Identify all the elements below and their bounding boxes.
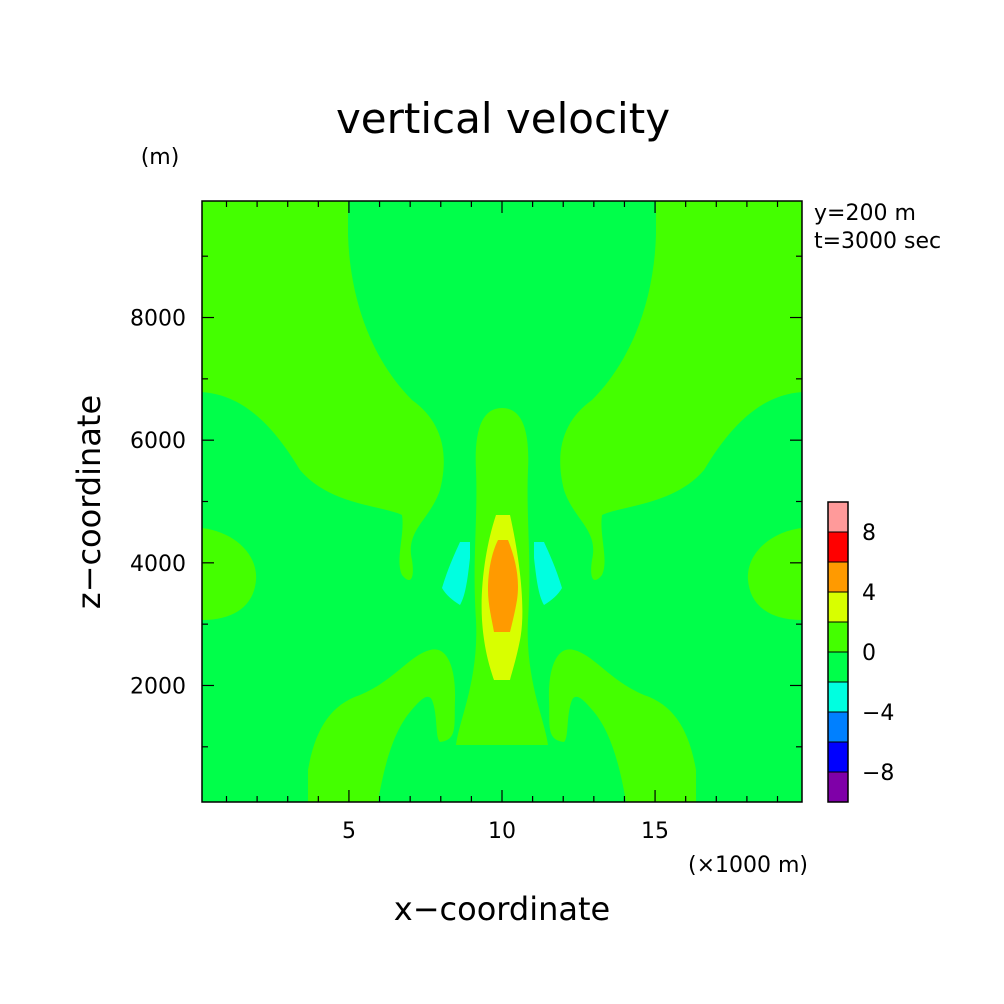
colorbar-tick-label: −4 (862, 701, 894, 726)
info-line-t: t=3000 sec (814, 229, 941, 254)
y-tick-label: 4000 (130, 552, 186, 577)
contour-field (202, 201, 802, 802)
y-tick-label: 2000 (130, 674, 186, 699)
lower-left-plume (308, 649, 456, 802)
upper-right-plume (560, 201, 802, 580)
colorbar-band (827, 711, 849, 743)
colorbar-band (827, 501, 849, 533)
y-tick-label: 8000 (130, 307, 186, 332)
left-edge-lobe (202, 528, 257, 620)
x-unit-label: (×1000 m) (688, 853, 808, 878)
colorbar-tick-label: 4 (862, 581, 876, 606)
x-tick-label: 5 (342, 819, 356, 844)
y-tick-labels: 2000 4000 6000 8000 (130, 307, 186, 700)
colorbar-frame (827, 501, 849, 803)
y-unit-label: (m) (141, 145, 180, 170)
y-tick-label: 6000 (130, 429, 186, 454)
x-tick-labels: 5 10 15 (342, 819, 669, 844)
colorbar-tick-label: 8 (862, 521, 876, 546)
x-tick-label: 10 (488, 819, 516, 844)
colorbar-band (827, 531, 849, 563)
downdraft-right (534, 542, 562, 605)
colorbar-band (827, 561, 849, 593)
colorbar-band (827, 741, 849, 773)
colorbar (827, 501, 849, 803)
y-axis-label: z−coordinate (70, 395, 108, 609)
downdraft-left (442, 542, 470, 605)
bottom-center-notch (474, 746, 530, 802)
colorbar-band (827, 621, 849, 653)
updraft-core (488, 540, 518, 632)
chart-title: vertical velocity (336, 94, 670, 143)
upper-left-plume (202, 201, 444, 580)
colorbar-band (827, 651, 849, 683)
colorbar-tick-label: 0 (862, 641, 876, 666)
colorbar-tick-labels: 8 4 0 −4 −8 (862, 521, 894, 786)
info-line-y: y=200 m (814, 201, 916, 226)
colorbar-band (827, 681, 849, 713)
colorbar-band (827, 771, 849, 803)
colorbar-band (827, 591, 849, 623)
x-tick-label: 15 (641, 819, 669, 844)
lower-right-plume (548, 649, 696, 802)
right-edge-lobe (747, 528, 802, 620)
x-axis-label: x−coordinate (394, 890, 610, 928)
colorbar-tick-label: −8 (862, 761, 894, 786)
axis-ticks (202, 201, 802, 802)
